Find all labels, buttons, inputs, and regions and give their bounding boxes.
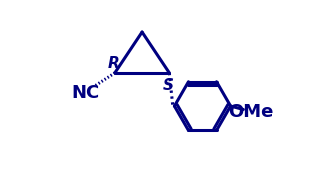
Text: S: S <box>163 78 174 93</box>
Text: R: R <box>108 56 120 71</box>
Text: NC: NC <box>72 84 100 102</box>
Text: OMe: OMe <box>228 103 274 121</box>
